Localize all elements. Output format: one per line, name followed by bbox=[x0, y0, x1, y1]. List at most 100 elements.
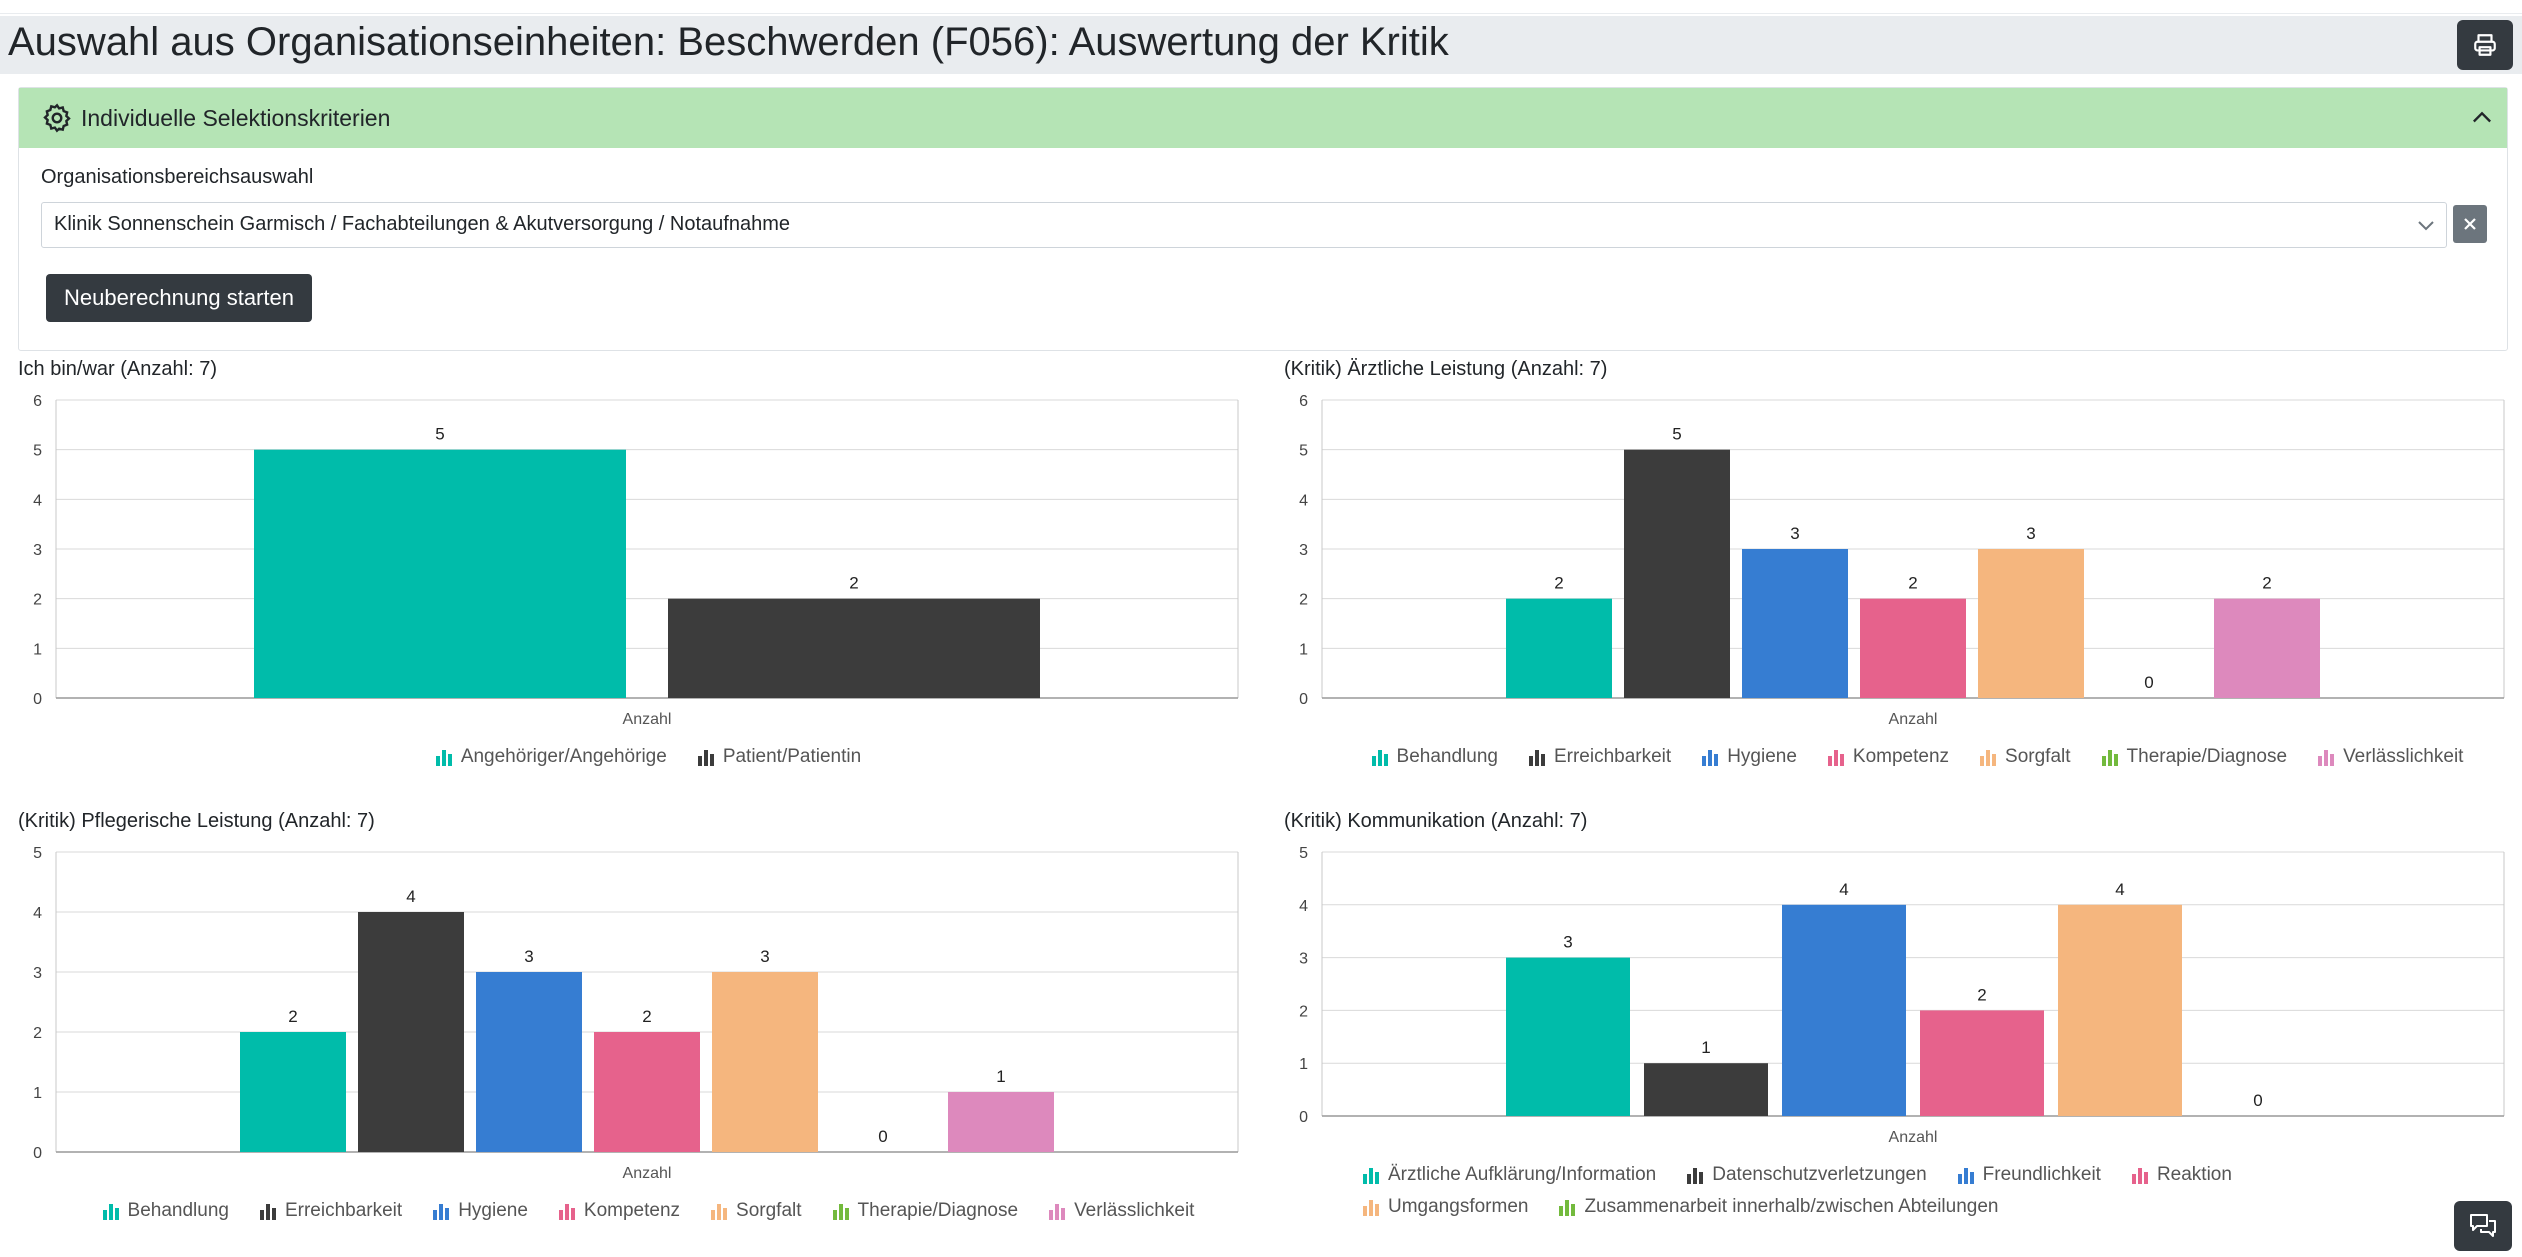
legend-item-zusammenarbeit-innerhalb-zwischen-abteilungen[interactable]: Zusammenarbeit innerhalb/zwischen Abteil… bbox=[1558, 1196, 1998, 1218]
data-label: 5 bbox=[435, 425, 444, 444]
legend-item-freundlichkeit[interactable]: Freundlichkeit bbox=[1957, 1164, 2101, 1186]
chevron-down-icon[interactable] bbox=[2414, 213, 2438, 237]
data-label: 3 bbox=[1563, 933, 1572, 952]
chart-title-1: Ich bin/war (Anzahl: 7) bbox=[18, 358, 217, 380]
y-tick-label: 4 bbox=[1299, 898, 1308, 915]
legend-item-hygiene[interactable]: Hygiene bbox=[432, 1200, 528, 1222]
data-label: 4 bbox=[1839, 880, 1848, 899]
legend-item-verl-sslichkeit[interactable]: Verlässlichkeit bbox=[2317, 746, 2463, 768]
legend-label: Behandlung bbox=[127, 1200, 229, 1221]
bar-freundlichkeit bbox=[1782, 904, 1906, 1116]
y-tick-label: 1 bbox=[1299, 641, 1308, 658]
legend-item-umgangsformen[interactable]: Umgangsformen bbox=[1362, 1196, 1528, 1218]
y-tick-label: 5 bbox=[33, 845, 42, 862]
legend-item-sorgfalt[interactable]: Sorgfalt bbox=[1979, 746, 2071, 768]
bar-chart-icon bbox=[259, 1204, 276, 1220]
y-tick-label: 5 bbox=[33, 443, 42, 460]
bar-chart-icon bbox=[1528, 750, 1545, 766]
clear-selection-button[interactable] bbox=[2453, 205, 2487, 243]
legend-item-therapie-diagnose[interactable]: Therapie/Diagnose bbox=[2101, 746, 2287, 768]
print-button[interactable] bbox=[2457, 20, 2513, 70]
chart-ich-bin-war: 0 1 2 3 4 5 6 5 2 Anzahl bbox=[33, 393, 1239, 728]
legend-label: Therapie/Diagnose bbox=[857, 1200, 1019, 1221]
y-tick-label: 3 bbox=[1299, 542, 1308, 559]
y-tick-label: 5 bbox=[1299, 443, 1308, 460]
chart-title-2: (Kritik) Ärztliche Leistung (Anzahl: 7) bbox=[1284, 358, 1608, 380]
legend-item-erreichbarkeit[interactable]: Erreichbarkeit bbox=[259, 1200, 402, 1222]
legend-item-therapie-diagnose[interactable]: Therapie/Diagnose bbox=[832, 1200, 1019, 1222]
bar-patient-patientin bbox=[668, 598, 1040, 698]
bar-reaktion bbox=[1920, 1010, 2044, 1116]
chat-button[interactable] bbox=[2454, 1201, 2512, 1251]
bar-chart-icon bbox=[1702, 750, 1719, 766]
criteria-card-header[interactable]: Individuelle Selektionskriterien bbox=[19, 88, 2507, 148]
chart-title-4: (Kritik) Kommunikation (Anzahl: 7) bbox=[1284, 810, 1588, 832]
data-label: 2 bbox=[288, 1007, 297, 1026]
bar-chart-icon bbox=[1371, 750, 1388, 766]
legend-label: Verlässlichkeit bbox=[1074, 1200, 1195, 1221]
bar-behandlung bbox=[1506, 598, 1612, 698]
legend-item-kompetenz[interactable]: Kompetenz bbox=[1827, 746, 1949, 768]
bar-chart-icon bbox=[1827, 750, 1844, 766]
bar-chart-icon bbox=[558, 1204, 575, 1220]
data-label: 4 bbox=[2115, 880, 2124, 899]
data-label: 5 bbox=[1672, 425, 1681, 444]
bar-chart-icon bbox=[1559, 1200, 1576, 1216]
bar-chart-icon bbox=[832, 1204, 849, 1220]
legend-item-rztliche-aufkl-rung-information[interactable]: Ärztliche Aufklärung/Information bbox=[1362, 1164, 1656, 1186]
org-area-select[interactable]: Klinik Sonnenschein Garmisch / Fachabtei… bbox=[41, 202, 2447, 248]
legend-item-datenschutzverletzungen[interactable]: Datenschutzverletzungen bbox=[1686, 1164, 1927, 1186]
chart-pflegerische-leistung: 0 1 2 3 4 5 2 4 3 2 3 0 1 Anzahl bbox=[33, 845, 1239, 1182]
data-label: 2 bbox=[1977, 985, 1986, 1004]
y-tick-label: 4 bbox=[33, 492, 42, 509]
bar-chart-icon bbox=[2131, 1168, 2148, 1184]
legend-item-verl-sslichkeit[interactable]: Verlässlichkeit bbox=[1048, 1200, 1194, 1222]
data-label: 3 bbox=[2026, 524, 2035, 543]
legend-item-reaktion[interactable]: Reaktion bbox=[2131, 1164, 2232, 1186]
bar-sorgfalt bbox=[712, 972, 818, 1152]
legend-label: Patient/Patientin bbox=[722, 746, 862, 767]
bar-chart-icon bbox=[2318, 750, 2335, 766]
legend-item-erreichbarkeit[interactable]: Erreichbarkeit bbox=[1528, 746, 1671, 768]
chevron-up-icon[interactable] bbox=[2468, 104, 2496, 132]
bar-datenschutzverletzungen bbox=[1644, 1063, 1768, 1116]
y-tick-label: 3 bbox=[33, 965, 42, 982]
y-tick-label: 3 bbox=[1299, 951, 1308, 968]
chart-title-3: (Kritik) Pflegerische Leistung (Anzahl: … bbox=[18, 810, 375, 832]
legend-item-patient-patientin[interactable]: Patient/Patientin bbox=[697, 746, 861, 768]
legend-item-hygiene[interactable]: Hygiene bbox=[1701, 746, 1797, 768]
bar-erreichbarkeit bbox=[358, 912, 464, 1152]
legend-item-behandlung[interactable]: Behandlung bbox=[102, 1200, 229, 1222]
legend-item-behandlung[interactable]: Behandlung bbox=[1371, 746, 1498, 768]
bar-chart-icon bbox=[711, 1204, 728, 1220]
data-label: 1 bbox=[1701, 1038, 1710, 1057]
y-tick-label: 5 bbox=[1299, 845, 1308, 862]
bar-hygiene bbox=[1742, 549, 1848, 698]
legend-label: Verlässlichkeit bbox=[2343, 746, 2464, 767]
recalculate-button[interactable]: Neuberechnung starten bbox=[46, 274, 312, 322]
bar-verl-sslichkeit bbox=[2214, 598, 2320, 698]
legend-label: Datenschutzverletzungen bbox=[1712, 1164, 1927, 1185]
data-label: 3 bbox=[524, 947, 533, 966]
y-tick-label: 2 bbox=[33, 1025, 42, 1042]
bar-hygiene bbox=[476, 972, 582, 1152]
bar-chart-icon bbox=[102, 1204, 119, 1220]
gear-icon bbox=[43, 103, 71, 133]
bar-chart-icon bbox=[1687, 1168, 1704, 1184]
header-bar bbox=[0, 16, 2522, 74]
chart-kommunikation: 0 1 2 3 4 5 3 1 4 2 4 0 Anzahl bbox=[1299, 845, 2505, 1146]
bar-kompetenz bbox=[594, 1032, 700, 1152]
top-strip bbox=[0, 0, 2522, 14]
bar-chart-icon bbox=[1049, 1204, 1066, 1220]
legend-item-angeh-riger-angeh-rige[interactable]: Angehöriger/Angehörige bbox=[435, 746, 667, 768]
legend-label: Zusammenarbeit innerhalb/zwischen Abteil… bbox=[1584, 1196, 1999, 1217]
legend-item-sorgfalt[interactable]: Sorgfalt bbox=[710, 1200, 802, 1222]
data-label: 2 bbox=[642, 1007, 651, 1026]
y-tick-label: 2 bbox=[1299, 1003, 1308, 1020]
legend-item-kompetenz[interactable]: Kompetenz bbox=[558, 1200, 680, 1222]
bar-behandlung bbox=[240, 1032, 346, 1152]
legend-label: Freundlichkeit bbox=[1982, 1164, 2101, 1185]
y-tick-label: 4 bbox=[33, 905, 42, 922]
data-label: 0 bbox=[2253, 1091, 2262, 1110]
legend-label: Sorgfalt bbox=[736, 1200, 802, 1221]
